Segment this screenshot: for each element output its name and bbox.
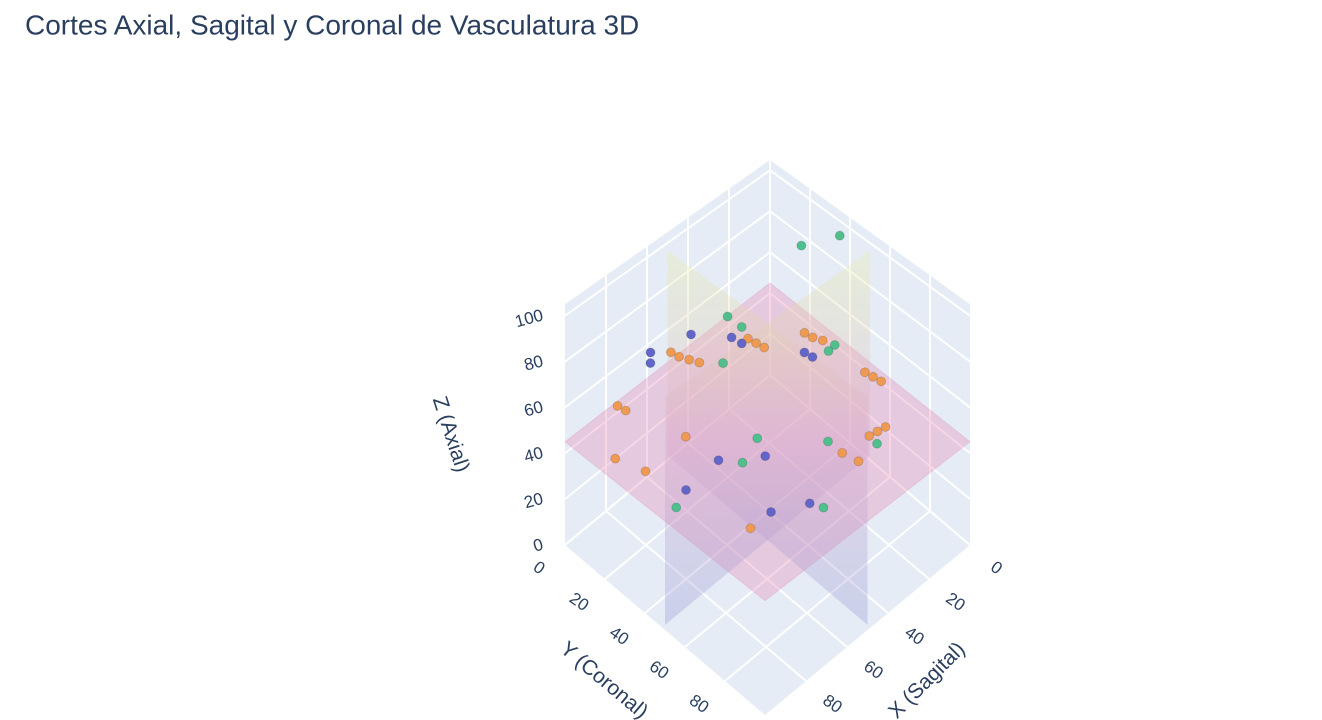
y-tick-label: 0 xyxy=(530,557,549,578)
z-tick-label: 80 xyxy=(522,351,545,374)
vessel-point xyxy=(684,354,695,365)
vessel-point xyxy=(610,453,621,464)
vessel-point xyxy=(680,431,691,442)
x-tick-label: 80 xyxy=(819,691,845,717)
x-tick-label: 20 xyxy=(942,589,968,615)
x-tick-label: 0 xyxy=(987,557,1006,578)
y-tick-label: 80 xyxy=(686,691,712,717)
z-tick-label: 0 xyxy=(531,535,545,556)
vessel-point xyxy=(799,347,810,358)
vessel-point xyxy=(807,332,818,343)
vessel-point xyxy=(718,358,728,369)
vessel-point xyxy=(766,506,776,517)
y-tick-label: 60 xyxy=(646,657,672,683)
vessel-point xyxy=(760,451,771,462)
vessel-point xyxy=(722,311,733,322)
vessel-point xyxy=(620,405,631,416)
vessel-point xyxy=(872,426,883,437)
vessel-point xyxy=(868,371,878,382)
y-axis-title: Y (Coronal) xyxy=(556,637,653,720)
vessel-point xyxy=(743,333,753,344)
vessel-point xyxy=(759,342,770,353)
z-tick-label: 40 xyxy=(522,443,545,466)
y-tick-label: 20 xyxy=(566,589,592,615)
grid-line xyxy=(564,169,771,317)
z-tick-label: 100 xyxy=(513,306,545,332)
slice-plane xyxy=(665,250,870,625)
vessel-point xyxy=(796,240,807,251)
z-axis-title: Z (Axial) xyxy=(428,394,474,475)
grid-line xyxy=(724,510,931,682)
z-tick-label: 60 xyxy=(522,397,545,420)
vessel-point xyxy=(694,357,705,368)
vessel-point xyxy=(736,338,747,349)
vessel-point xyxy=(745,523,756,534)
vessel-point xyxy=(823,436,833,447)
vessel-point xyxy=(737,457,748,468)
vessel-point xyxy=(726,332,737,343)
vessel-point xyxy=(864,430,875,441)
vessel-point xyxy=(823,346,834,357)
chart-title: Cortes Axial, Sagital y Coronal de Vascu… xyxy=(25,9,639,40)
vessel-point xyxy=(686,329,696,340)
vessel-point xyxy=(853,456,864,467)
vessel-point xyxy=(681,484,691,495)
vessel-point xyxy=(751,338,762,349)
vessel-point xyxy=(665,347,676,358)
vessel-point xyxy=(804,498,815,509)
y-tick-label: 40 xyxy=(606,623,632,649)
vessel-point xyxy=(837,447,848,458)
x-axis-title: X (Sagital) xyxy=(884,638,970,720)
x-tick-label: 40 xyxy=(901,623,927,649)
grid-line xyxy=(605,510,807,682)
vessel-point xyxy=(807,351,818,362)
grid-line xyxy=(769,169,971,317)
vessel-point xyxy=(752,433,763,444)
vessel-point xyxy=(872,438,882,449)
vessel-point xyxy=(645,358,656,369)
vessel-point xyxy=(713,455,724,466)
vessel-point xyxy=(818,502,829,513)
vessel-point xyxy=(834,230,845,241)
vessel-point xyxy=(817,335,828,346)
vessel-point xyxy=(674,351,684,362)
vessel-point xyxy=(736,321,747,332)
vessel-point xyxy=(829,339,840,350)
vessel-point xyxy=(671,502,682,513)
vessel-point xyxy=(612,400,623,411)
scene: 0 20 40 60 80 0 20 40 60 80 0 20 40 60 80 100 Y (Coronal… xyxy=(428,160,1006,720)
vessel-point xyxy=(876,376,887,387)
vessel-point xyxy=(645,347,656,358)
vessel-point xyxy=(640,466,651,477)
x-tick-label: 60 xyxy=(860,657,886,683)
vessel-point xyxy=(859,367,870,378)
z-tick-label: 20 xyxy=(522,489,545,512)
vessel-point xyxy=(880,421,891,432)
vessel-point xyxy=(799,327,810,338)
